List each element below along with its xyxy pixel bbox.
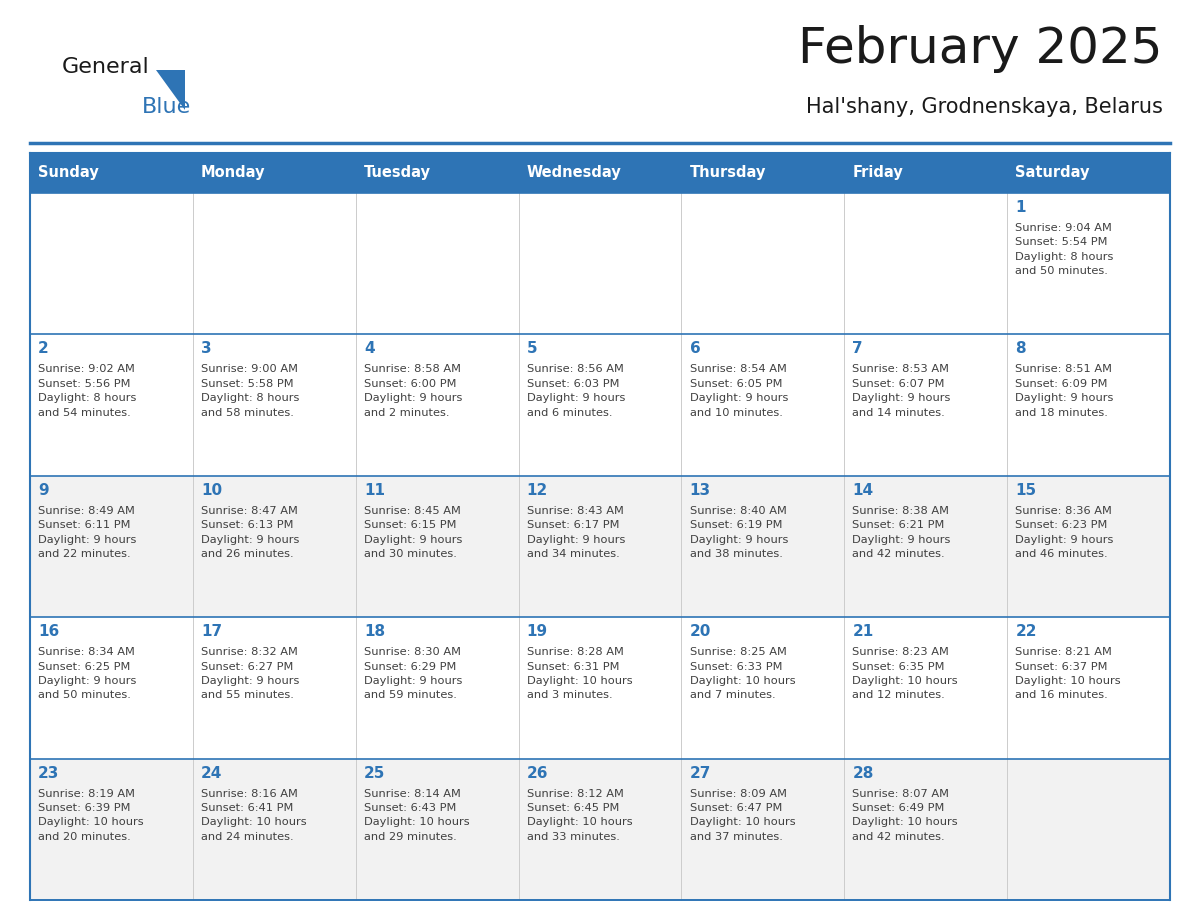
Bar — [845, 153, 1007, 193]
Text: 28: 28 — [853, 766, 874, 780]
Text: Sunrise: 9:04 AM
Sunset: 5:54 PM
Daylight: 8 hours
and 50 minutes.: Sunrise: 9:04 AM Sunset: 5:54 PM Dayligh… — [1016, 223, 1113, 276]
Text: 13: 13 — [689, 483, 710, 498]
Text: 5: 5 — [526, 341, 537, 356]
Text: 17: 17 — [201, 624, 222, 639]
Text: Sunrise: 8:25 AM
Sunset: 6:33 PM
Daylight: 10 hours
and 7 minutes.: Sunrise: 8:25 AM Sunset: 6:33 PM Dayligh… — [689, 647, 795, 700]
Text: 16: 16 — [38, 624, 59, 639]
Text: Sunrise: 8:16 AM
Sunset: 6:41 PM
Daylight: 10 hours
and 24 minutes.: Sunrise: 8:16 AM Sunset: 6:41 PM Dayligh… — [201, 789, 307, 842]
Text: 15: 15 — [1016, 483, 1036, 498]
Text: Blue: Blue — [143, 97, 191, 117]
Text: 2: 2 — [38, 341, 49, 356]
Text: Sunday: Sunday — [38, 165, 99, 181]
Text: Sunrise: 8:21 AM
Sunset: 6:37 PM
Daylight: 10 hours
and 16 minutes.: Sunrise: 8:21 AM Sunset: 6:37 PM Dayligh… — [1016, 647, 1121, 700]
Text: Sunrise: 8:09 AM
Sunset: 6:47 PM
Daylight: 10 hours
and 37 minutes.: Sunrise: 8:09 AM Sunset: 6:47 PM Dayligh… — [689, 789, 795, 842]
Text: Sunrise: 8:19 AM
Sunset: 6:39 PM
Daylight: 10 hours
and 20 minutes.: Sunrise: 8:19 AM Sunset: 6:39 PM Dayligh… — [38, 789, 144, 842]
Text: 11: 11 — [364, 483, 385, 498]
Text: 22: 22 — [1016, 624, 1037, 639]
Text: Sunrise: 8:07 AM
Sunset: 6:49 PM
Daylight: 10 hours
and 42 minutes.: Sunrise: 8:07 AM Sunset: 6:49 PM Dayligh… — [853, 789, 958, 842]
Text: Sunrise: 9:02 AM
Sunset: 5:56 PM
Daylight: 8 hours
and 54 minutes.: Sunrise: 9:02 AM Sunset: 5:56 PM Dayligh… — [38, 364, 137, 418]
Text: Sunrise: 8:49 AM
Sunset: 6:11 PM
Daylight: 9 hours
and 22 minutes.: Sunrise: 8:49 AM Sunset: 6:11 PM Dayligh… — [38, 506, 137, 559]
Text: Saturday: Saturday — [1016, 165, 1089, 181]
Text: Sunrise: 8:56 AM
Sunset: 6:03 PM
Daylight: 9 hours
and 6 minutes.: Sunrise: 8:56 AM Sunset: 6:03 PM Dayligh… — [526, 364, 625, 418]
Text: Sunrise: 8:38 AM
Sunset: 6:21 PM
Daylight: 9 hours
and 42 minutes.: Sunrise: 8:38 AM Sunset: 6:21 PM Dayligh… — [853, 506, 950, 559]
Text: 1: 1 — [1016, 200, 1025, 215]
Text: Wednesday: Wednesday — [526, 165, 621, 181]
Text: Sunrise: 8:58 AM
Sunset: 6:00 PM
Daylight: 9 hours
and 2 minutes.: Sunrise: 8:58 AM Sunset: 6:00 PM Dayligh… — [364, 364, 462, 418]
Text: 4: 4 — [364, 341, 374, 356]
Text: 25: 25 — [364, 766, 385, 780]
Bar — [355, 153, 519, 193]
Polygon shape — [156, 70, 185, 110]
Text: Sunrise: 8:34 AM
Sunset: 6:25 PM
Daylight: 9 hours
and 50 minutes.: Sunrise: 8:34 AM Sunset: 6:25 PM Dayligh… — [38, 647, 137, 700]
Text: Sunrise: 8:14 AM
Sunset: 6:43 PM
Daylight: 10 hours
and 29 minutes.: Sunrise: 8:14 AM Sunset: 6:43 PM Dayligh… — [364, 789, 469, 842]
Text: Sunrise: 8:12 AM
Sunset: 6:45 PM
Daylight: 10 hours
and 33 minutes.: Sunrise: 8:12 AM Sunset: 6:45 PM Dayligh… — [526, 789, 632, 842]
Bar — [682, 153, 845, 193]
Text: 26: 26 — [526, 766, 548, 780]
Text: Hal'shany, Grodnenskaya, Belarus: Hal'shany, Grodnenskaya, Belarus — [807, 97, 1163, 117]
Text: Thursday: Thursday — [689, 165, 766, 181]
Text: 20: 20 — [689, 624, 710, 639]
Text: 3: 3 — [201, 341, 211, 356]
Text: 10: 10 — [201, 483, 222, 498]
Bar — [30, 334, 1170, 476]
Bar — [30, 153, 192, 193]
Text: 24: 24 — [201, 766, 222, 780]
Text: Friday: Friday — [853, 165, 903, 181]
Bar — [30, 476, 1170, 617]
Text: Sunrise: 8:43 AM
Sunset: 6:17 PM
Daylight: 9 hours
and 34 minutes.: Sunrise: 8:43 AM Sunset: 6:17 PM Dayligh… — [526, 506, 625, 559]
Text: Monday: Monday — [201, 165, 265, 181]
Text: 21: 21 — [853, 624, 873, 639]
Text: 12: 12 — [526, 483, 548, 498]
Text: Sunrise: 8:30 AM
Sunset: 6:29 PM
Daylight: 9 hours
and 59 minutes.: Sunrise: 8:30 AM Sunset: 6:29 PM Dayligh… — [364, 647, 462, 700]
Text: Sunrise: 8:45 AM
Sunset: 6:15 PM
Daylight: 9 hours
and 30 minutes.: Sunrise: 8:45 AM Sunset: 6:15 PM Dayligh… — [364, 506, 462, 559]
Text: Sunrise: 8:40 AM
Sunset: 6:19 PM
Daylight: 9 hours
and 38 minutes.: Sunrise: 8:40 AM Sunset: 6:19 PM Dayligh… — [689, 506, 788, 559]
Text: Sunrise: 8:32 AM
Sunset: 6:27 PM
Daylight: 9 hours
and 55 minutes.: Sunrise: 8:32 AM Sunset: 6:27 PM Dayligh… — [201, 647, 299, 700]
Text: Tuesday: Tuesday — [364, 165, 431, 181]
Text: Sunrise: 8:28 AM
Sunset: 6:31 PM
Daylight: 10 hours
and 3 minutes.: Sunrise: 8:28 AM Sunset: 6:31 PM Dayligh… — [526, 647, 632, 700]
Text: Sunrise: 9:00 AM
Sunset: 5:58 PM
Daylight: 8 hours
and 58 minutes.: Sunrise: 9:00 AM Sunset: 5:58 PM Dayligh… — [201, 364, 299, 418]
Text: February 2025: February 2025 — [798, 25, 1163, 73]
Bar — [30, 758, 1170, 900]
Text: 8: 8 — [1016, 341, 1026, 356]
Text: 14: 14 — [853, 483, 873, 498]
Text: Sunrise: 8:53 AM
Sunset: 6:07 PM
Daylight: 9 hours
and 14 minutes.: Sunrise: 8:53 AM Sunset: 6:07 PM Dayligh… — [853, 364, 950, 418]
Text: 9: 9 — [38, 483, 49, 498]
Text: 23: 23 — [38, 766, 59, 780]
Text: Sunrise: 8:23 AM
Sunset: 6:35 PM
Daylight: 10 hours
and 12 minutes.: Sunrise: 8:23 AM Sunset: 6:35 PM Dayligh… — [853, 647, 958, 700]
Bar — [519, 153, 682, 193]
Text: 27: 27 — [689, 766, 710, 780]
Text: 6: 6 — [689, 341, 700, 356]
Text: Sunrise: 8:47 AM
Sunset: 6:13 PM
Daylight: 9 hours
and 26 minutes.: Sunrise: 8:47 AM Sunset: 6:13 PM Dayligh… — [201, 506, 299, 559]
Bar — [30, 193, 1170, 334]
Bar — [1007, 153, 1170, 193]
Text: Sunrise: 8:54 AM
Sunset: 6:05 PM
Daylight: 9 hours
and 10 minutes.: Sunrise: 8:54 AM Sunset: 6:05 PM Dayligh… — [689, 364, 788, 418]
Bar — [192, 153, 355, 193]
Text: Sunrise: 8:36 AM
Sunset: 6:23 PM
Daylight: 9 hours
and 46 minutes.: Sunrise: 8:36 AM Sunset: 6:23 PM Dayligh… — [1016, 506, 1113, 559]
Text: General: General — [62, 57, 150, 77]
Text: 19: 19 — [526, 624, 548, 639]
Text: 7: 7 — [853, 341, 862, 356]
Text: Sunrise: 8:51 AM
Sunset: 6:09 PM
Daylight: 9 hours
and 18 minutes.: Sunrise: 8:51 AM Sunset: 6:09 PM Dayligh… — [1016, 364, 1113, 418]
Text: 18: 18 — [364, 624, 385, 639]
Bar — [30, 617, 1170, 758]
